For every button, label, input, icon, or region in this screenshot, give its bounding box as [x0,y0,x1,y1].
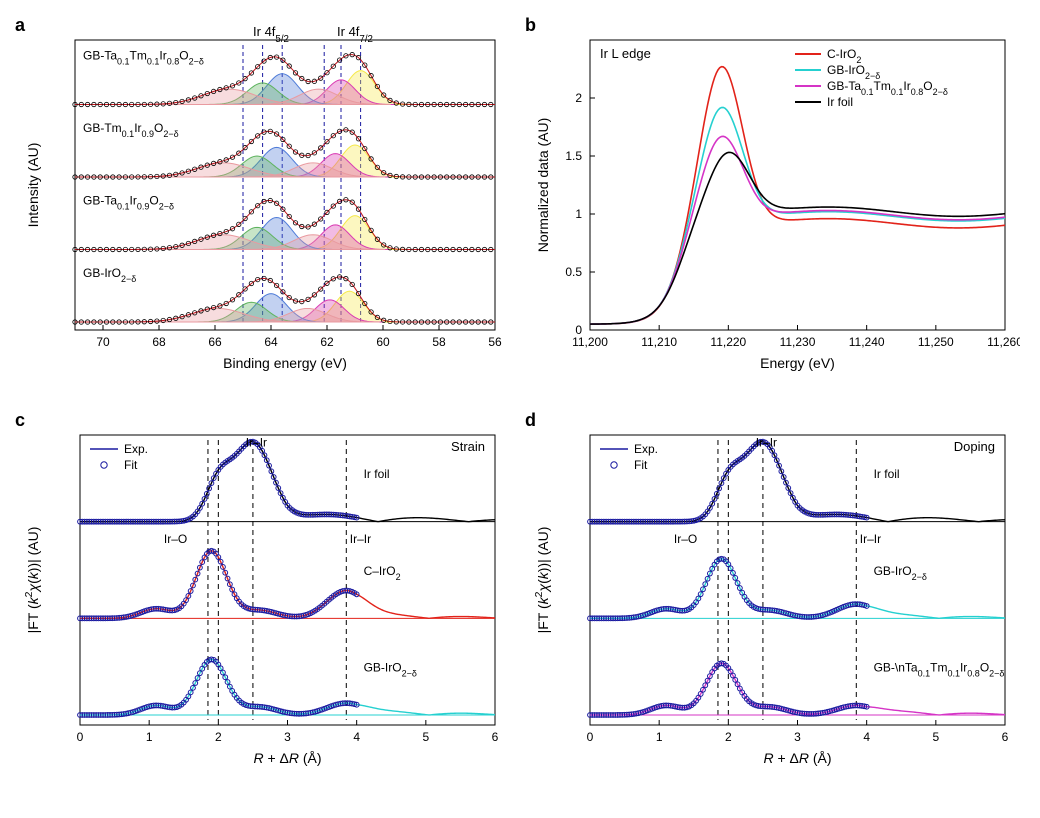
svg-text:GB-Ta0.1Tm0.1Ir0.8O2−δ: GB-Ta0.1Tm0.1Ir0.8O2−δ [83,49,204,67]
svg-text:Energy (eV): Energy (eV) [760,355,835,371]
svg-text:2: 2 [575,91,582,105]
svg-text:Ir–Ir: Ir–Ir [246,435,267,449]
svg-text:GB-Tm0.1Ir0.9O2−δ: GB-Tm0.1Ir0.9O2−δ [83,121,179,139]
svg-text:Ir foil: Ir foil [827,95,853,109]
svg-text:2: 2 [725,730,732,744]
svg-text:Exp.: Exp. [124,442,148,456]
svg-text:11,240: 11,240 [849,335,885,349]
panel-a-svg: 56 58 60 62 64 66 68 70 Binding energy (eV) Inten… [20,20,510,380]
svg-text:GB-\nTa0.1Tm0.1Ir0.8O2−δ: GB-\nTa0.1Tm0.1Ir0.8O2−δ [874,661,1005,679]
svg-text:Exp.: Exp. [634,442,658,456]
svg-text:Intensity (AU): Intensity (AU) [25,143,41,228]
svg-text:R + ΔR (Å): R + ΔR (Å) [763,750,831,766]
svg-text:Ir foil: Ir foil [874,467,900,481]
svg-text:GB-Ta0.1Ir0.9O2−δ: GB-Ta0.1Ir0.9O2−δ [83,194,174,212]
panel-a-label: a [15,15,25,36]
panel-b-label: b [525,15,536,36]
svg-text:1: 1 [575,207,582,221]
panel-d: d 0123456R + ΔR (Å)|FT (k2χ(k))| (AU)Dop… [530,415,1020,780]
svg-text:5: 5 [422,730,429,744]
svg-text:1: 1 [146,730,153,744]
svg-text:3: 3 [794,730,801,744]
svg-text:Ir L edge: Ir L edge [600,46,651,61]
svg-text:Fit: Fit [634,458,648,472]
svg-text:62: 62 [320,335,334,349]
panel-c-label: c [15,410,25,431]
svg-text:0: 0 [587,730,594,744]
panel-c-svg: 0 1 2 3 4 5 6 R + ΔR (Å) |FT (k2χ(k))| (AU) Strai… [20,415,510,775]
svg-text:11,260: 11,260 [987,335,1020,349]
svg-text:|FT (k2χ(k))| (AU): |FT (k2χ(k))| (AU) [23,527,41,634]
svg-text:6: 6 [492,730,499,744]
svg-text:1.5: 1.5 [565,149,582,163]
svg-text:5: 5 [932,730,939,744]
svg-text:Strain: Strain [451,439,485,454]
svg-text:11,230: 11,230 [780,335,816,349]
svg-text:0: 0 [575,323,582,337]
svg-text:6: 6 [1002,730,1009,744]
svg-text:56: 56 [488,335,502,349]
svg-text:Ir–Ir: Ir–Ir [860,532,881,546]
svg-text:C–IrO2: C–IrO2 [364,564,401,582]
svg-text:Fit: Fit [124,458,138,472]
svg-text:GB-IrO2−δ: GB-IrO2−δ [83,266,136,284]
svg-text:Binding energy (eV): Binding energy (eV) [223,355,347,371]
panel-d-svg: 0 1 2 3 4 5 6 R + ΔR (Å) |FT (k2χ(k))| (AU) Dopin… [530,415,1020,775]
svg-text:GB-IrO2−δ: GB-IrO2−δ [874,564,927,582]
svg-text:GB-IrO2−δ: GB-IrO2−δ [364,661,417,679]
svg-text:Ir–O: Ir–O [674,532,697,546]
panel-b-svg: 11,200 11,210 11,220 11,230 11,240 11,250 11,2… [530,20,1020,380]
svg-text:1: 1 [656,730,663,744]
svg-text:|FT (k2χ(k))| (AU): |FT (k2χ(k))| (AU) [533,527,551,634]
svg-text:Ir–Ir: Ir–Ir [756,435,777,449]
panel-a: a 5658606264666870Binding energy (eV)Int… [20,20,510,385]
svg-text:Ir–O: Ir–O [164,532,187,546]
svg-text:Ir foil: Ir foil [364,467,390,481]
svg-text:4: 4 [863,730,870,744]
panel-c: c 0123456R + ΔR (Å)|FT (k2χ(k))| (AU)Str… [20,415,510,780]
svg-text:11,200: 11,200 [572,335,608,349]
figure-grid: a 5658606264666870Binding energy (eV)Int… [20,20,1020,780]
svg-text:60: 60 [376,335,390,349]
svg-text:66: 66 [208,335,222,349]
svg-text:68: 68 [152,335,166,349]
svg-text:Ir 4f5/2: Ir 4f5/2 [253,24,289,45]
svg-text:4: 4 [353,730,360,744]
svg-text:11,220: 11,220 [710,335,746,349]
svg-text:70: 70 [96,335,110,349]
svg-text:11,210: 11,210 [641,335,677,349]
svg-text:Ir 4f7/2: Ir 4f7/2 [337,24,373,45]
svg-text:2: 2 [215,730,222,744]
svg-text:58: 58 [432,335,446,349]
panel-b: b 11,20011,21011,22011,23011,24011,25011… [530,20,1020,385]
svg-text:Normalized data (AU): Normalized data (AU) [535,118,551,253]
svg-text:Ir–Ir: Ir–Ir [350,532,371,546]
svg-text:R + ΔR (Å): R + ΔR (Å) [253,750,321,766]
svg-text:Doping: Doping [954,439,995,454]
svg-text:0.5: 0.5 [565,265,582,279]
svg-text:64: 64 [264,335,278,349]
svg-text:3: 3 [284,730,291,744]
panel-d-label: d [525,410,536,431]
svg-text:0: 0 [77,730,84,744]
svg-text:11,250: 11,250 [918,335,954,349]
